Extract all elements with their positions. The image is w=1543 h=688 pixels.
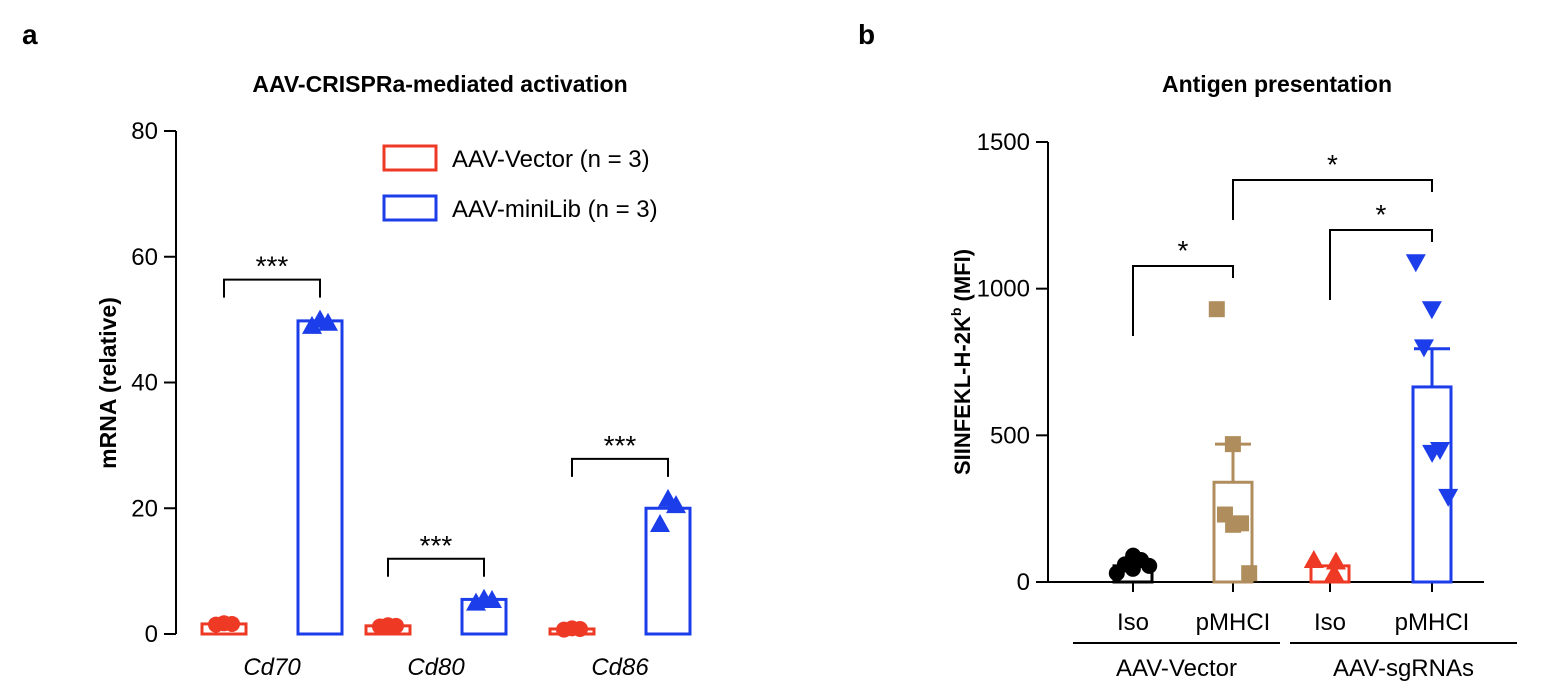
bar — [644, 506, 692, 636]
data-point — [1422, 444, 1443, 463]
panel-b-plot: 0 500 1000 1500 Iso pMHCI Iso pMHCI * * * AAV-Vecto… — [977, 129, 1517, 682]
significance-bracket — [223, 278, 321, 298]
group-label: AAV-Vector — [1116, 655, 1237, 682]
significance-bracket — [571, 457, 669, 477]
data-point — [1438, 488, 1459, 507]
significance-label: * — [1376, 199, 1387, 230]
panel-a-label: a — [22, 19, 38, 50]
data-point — [1326, 551, 1346, 570]
significance-bracket — [1329, 229, 1433, 300]
data-point — [1224, 436, 1241, 453]
x-tick-label: Iso — [1314, 609, 1346, 636]
data-point — [1413, 339, 1434, 358]
panel-b-label: b — [858, 19, 875, 50]
data-point — [1225, 516, 1242, 533]
data-point — [1125, 547, 1142, 564]
y-tick-label: 0 — [145, 621, 158, 648]
data-point — [1303, 550, 1324, 568]
panel-b-title: Antigen presentation — [1162, 71, 1392, 97]
legend-swatch — [382, 194, 438, 222]
data-point — [1208, 301, 1225, 318]
legend-swatch — [382, 144, 438, 172]
data-point — [1141, 557, 1158, 574]
data-point — [1324, 563, 1345, 582]
panel-a-ylabel: mRNA (relative) — [95, 297, 121, 469]
x-tick-label: pMHCI — [1196, 609, 1271, 636]
data-point — [388, 617, 404, 634]
significance-bracket — [1132, 265, 1234, 336]
data-point — [1405, 254, 1426, 273]
panel-b-ylabel-main: SIINFEKL-H-2K — [950, 316, 975, 475]
significance-bracket — [387, 557, 485, 577]
y-tick-label: 1500 — [977, 129, 1030, 156]
panel-a-title: AAV-CRISPRa-mediated activation — [252, 71, 627, 97]
x-tick-label: Cd70 — [243, 654, 301, 681]
y-tick-label: 80 — [131, 118, 158, 145]
data-point — [482, 590, 502, 609]
group-label: AAV-sgRNAs — [1333, 655, 1474, 682]
panel-b-ylabel: SIINFEKL-H-2Kb (MFI) — [948, 249, 975, 475]
panel-a-plot: 0 20 40 60 80 Cd70 *** Cd80 *** Cd86 *** AAV-Vector… — [131, 118, 692, 681]
data-point — [572, 620, 588, 637]
legend-label: AAV-Vector (n = 3) — [452, 146, 650, 173]
data-point — [1421, 301, 1442, 320]
y-tick-label: 1000 — [977, 276, 1030, 303]
y-tick-label: 20 — [131, 495, 158, 522]
y-tick-label: 60 — [131, 244, 158, 271]
significance-label: *** — [604, 430, 637, 461]
x-tick-label: pMHCI — [1395, 609, 1470, 636]
x-tick-label: Iso — [1117, 609, 1149, 636]
y-tick-label: 500 — [990, 422, 1030, 449]
significance-label: *** — [256, 251, 289, 282]
data-point — [1241, 565, 1258, 582]
significance-label: * — [1178, 235, 1189, 266]
x-tick-label: Cd80 — [407, 654, 465, 681]
significance-label: *** — [420, 530, 453, 561]
bar — [1411, 385, 1453, 584]
x-tick-label: Cd86 — [591, 654, 649, 681]
significance-bracket — [1232, 179, 1433, 220]
legend-label: AAV-miniLib (n = 3) — [452, 196, 658, 223]
panel-b-ylabel-suffix: (MFI) — [950, 249, 975, 308]
data-point — [650, 513, 670, 532]
significance-label: * — [1327, 149, 1338, 180]
panel-b-ylabel-superscript: b — [948, 308, 964, 317]
bar — [296, 319, 344, 636]
data-point — [224, 615, 240, 632]
y-tick-label: 0 — [1017, 569, 1030, 596]
data-point — [318, 312, 338, 331]
y-tick-label: 40 — [131, 370, 158, 397]
data-point — [666, 495, 686, 514]
